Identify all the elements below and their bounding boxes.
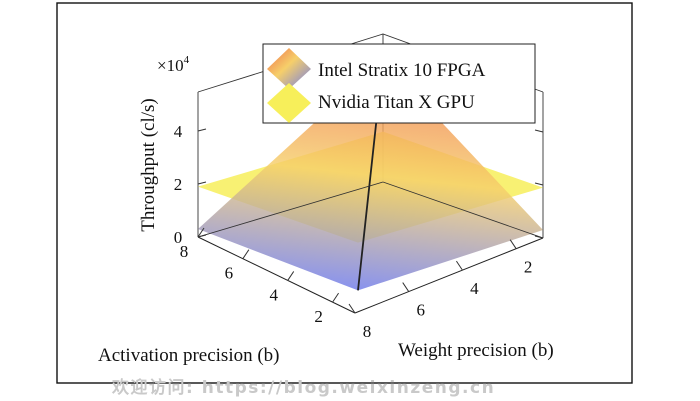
floor-line-weight <box>382 181 544 239</box>
activation-tick-label-8: 8 <box>180 242 189 261</box>
z-tick-right-0 <box>534 235 544 239</box>
activation-tick-label-6: 6 <box>225 264 234 283</box>
z-tick-right-4 <box>534 129 544 133</box>
y-axis-label: Activation precision (b) <box>98 345 280 366</box>
watermark: 欢迎访问: https://blog.weixinzeng.cn <box>111 377 495 398</box>
z-tick-label-0: 0 <box>174 228 183 247</box>
surfaces <box>197 60 544 291</box>
z-axis-label: Throughput (cl/s) <box>138 98 159 232</box>
z-tick-4 <box>197 128 207 132</box>
z-tick-label-4: 4 <box>174 122 183 141</box>
legend-box <box>262 43 536 124</box>
z-tick-2 <box>197 181 207 185</box>
activation-tick-6 <box>242 249 250 259</box>
legend-swatch-gpu <box>267 83 311 123</box>
z-tick-label-2: 2 <box>174 175 183 194</box>
legend-label-fpga: Intel Stratix 10 FPGA <box>318 60 486 81</box>
activation-tick-2 <box>332 292 339 303</box>
weight-tick-6 <box>402 282 410 292</box>
weight-tick-2 <box>509 239 517 249</box>
weight-tick-label-6: 6 <box>416 301 425 320</box>
z-tick-right-2 <box>534 182 544 186</box>
weight-tick-4 <box>456 260 463 271</box>
legend: Intel Stratix 10 FPGA Nvidia Titan X GPU <box>262 43 536 124</box>
z-tick-0 <box>197 234 207 238</box>
legend-swatch-fpga <box>267 48 311 89</box>
front-axes <box>197 236 544 314</box>
weight-tick-label-8: 8 <box>363 322 372 341</box>
x-axis-label: Weight precision (b) <box>398 340 554 361</box>
floor-line-activation <box>197 181 384 238</box>
weight-tick-label-4: 4 <box>470 279 479 298</box>
weight-tick-label-2: 2 <box>524 258 533 277</box>
z-multiplier: ×104 <box>157 54 190 75</box>
activation-tick-label-4: 4 <box>269 285 278 304</box>
activation-tick-4 <box>287 271 295 281</box>
activation-tick-8 <box>197 227 205 238</box>
legend-label-gpu: Nvidia Titan X GPU <box>318 92 475 113</box>
activation-tick-label-2: 2 <box>314 307 323 326</box>
ticks: 0 2 4 2 4 6 8 2 4 6 8 <box>174 122 544 341</box>
weight-tick-8 <box>348 303 356 314</box>
